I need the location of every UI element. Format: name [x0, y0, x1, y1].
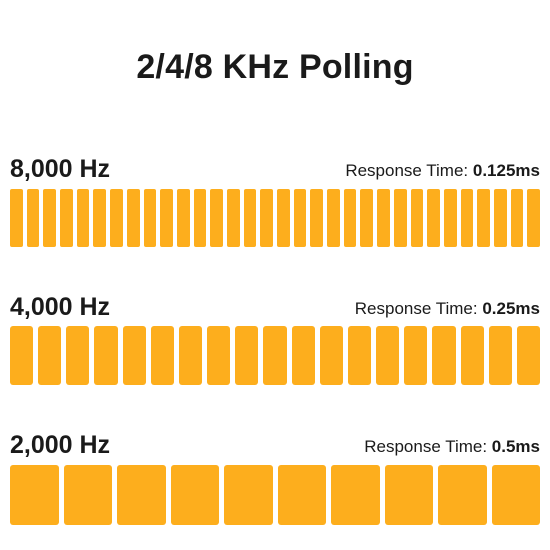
poll-bar	[226, 189, 240, 247]
poll-bar	[110, 189, 123, 247]
poll-bar	[491, 465, 540, 525]
poll-bar	[117, 465, 166, 525]
frequency-label: 4,000 Hz	[10, 293, 111, 321]
bars-4000hz	[10, 326, 540, 385]
poll-bar	[319, 326, 343, 385]
poll-bar	[126, 189, 140, 247]
response-time: Response Time: 0.5ms	[364, 436, 540, 458]
poll-bar	[360, 189, 374, 247]
poll-bar	[516, 326, 540, 385]
poll-bar	[376, 326, 400, 385]
poll-bar	[427, 189, 440, 247]
poll-bar	[143, 189, 157, 247]
poll-bar	[10, 189, 23, 247]
poll-bar	[277, 189, 290, 247]
response-time-value: 0.25ms	[482, 299, 540, 318]
poll-bar	[160, 189, 173, 247]
poll-bar	[277, 465, 326, 525]
poll-bar	[26, 189, 40, 247]
poll-bar	[122, 326, 146, 385]
response-time-value: 0.125ms	[472, 161, 540, 180]
poll-bar	[291, 326, 315, 385]
poll-bar	[60, 189, 73, 247]
bars-2000hz	[10, 465, 540, 525]
poll-bar	[347, 326, 372, 385]
poll-bar	[93, 189, 107, 247]
poll-bar	[493, 189, 507, 247]
response-time-label: Response Time:	[364, 437, 492, 456]
poll-bar	[63, 465, 112, 525]
poll-bar	[404, 326, 428, 385]
response-time: Response Time: 0.125ms	[345, 160, 540, 182]
poll-bar	[460, 189, 474, 247]
poll-bar	[443, 189, 457, 247]
poll-bar	[263, 326, 287, 385]
poll-bar	[10, 465, 59, 525]
poll-bar	[10, 326, 34, 385]
poll-bar	[43, 189, 57, 247]
poll-bar	[377, 189, 390, 247]
poll-bar	[94, 326, 118, 385]
poll-bar	[343, 189, 357, 247]
poll-bar	[310, 189, 324, 247]
page-title: 2/4/8 KHz Polling	[136, 48, 414, 86]
poll-bar	[260, 189, 273, 247]
poll-bar	[477, 189, 490, 247]
poll-bar	[527, 189, 540, 247]
bars-8000hz	[10, 189, 540, 247]
poll-bar	[224, 465, 273, 525]
poll-bar	[210, 189, 223, 247]
poll-bar	[170, 465, 219, 525]
poll-bar	[293, 189, 307, 247]
poll-bar	[331, 465, 380, 525]
poll-bar	[327, 189, 340, 247]
poll-bar	[438, 465, 487, 525]
row-header-2000hz: 2,000 Hz Response Time: 0.5ms	[10, 426, 540, 460]
poll-bar	[66, 326, 90, 385]
row-header-4000hz: 4,000 Hz Response Time: 0.25ms	[10, 288, 540, 322]
poll-bar	[243, 189, 257, 247]
poll-bar	[488, 326, 512, 385]
response-time-label: Response Time:	[354, 299, 483, 318]
poll-bar	[207, 326, 231, 385]
response-time: Response Time: 0.25ms	[355, 298, 540, 320]
poll-bar	[150, 326, 174, 385]
poll-bar	[235, 326, 259, 385]
poll-bar	[460, 326, 484, 385]
poll-bar	[178, 326, 203, 385]
poll-bar	[193, 189, 207, 247]
frequency-label: 2,000 Hz	[10, 431, 111, 459]
poll-bar	[393, 189, 407, 247]
row-header-8000hz: 8,000 Hz Response Time: 0.125ms	[10, 150, 540, 184]
poll-bar	[432, 326, 456, 385]
frequency-label: 8,000 Hz	[10, 155, 111, 183]
response-time-value: 0.5ms	[491, 437, 540, 456]
poll-bar	[410, 189, 424, 247]
poll-bar	[38, 326, 62, 385]
response-time-label: Response Time:	[345, 161, 473, 180]
poll-bar	[76, 189, 90, 247]
poll-bar	[176, 189, 190, 247]
poll-bar	[384, 465, 433, 525]
poll-bar	[510, 189, 524, 247]
